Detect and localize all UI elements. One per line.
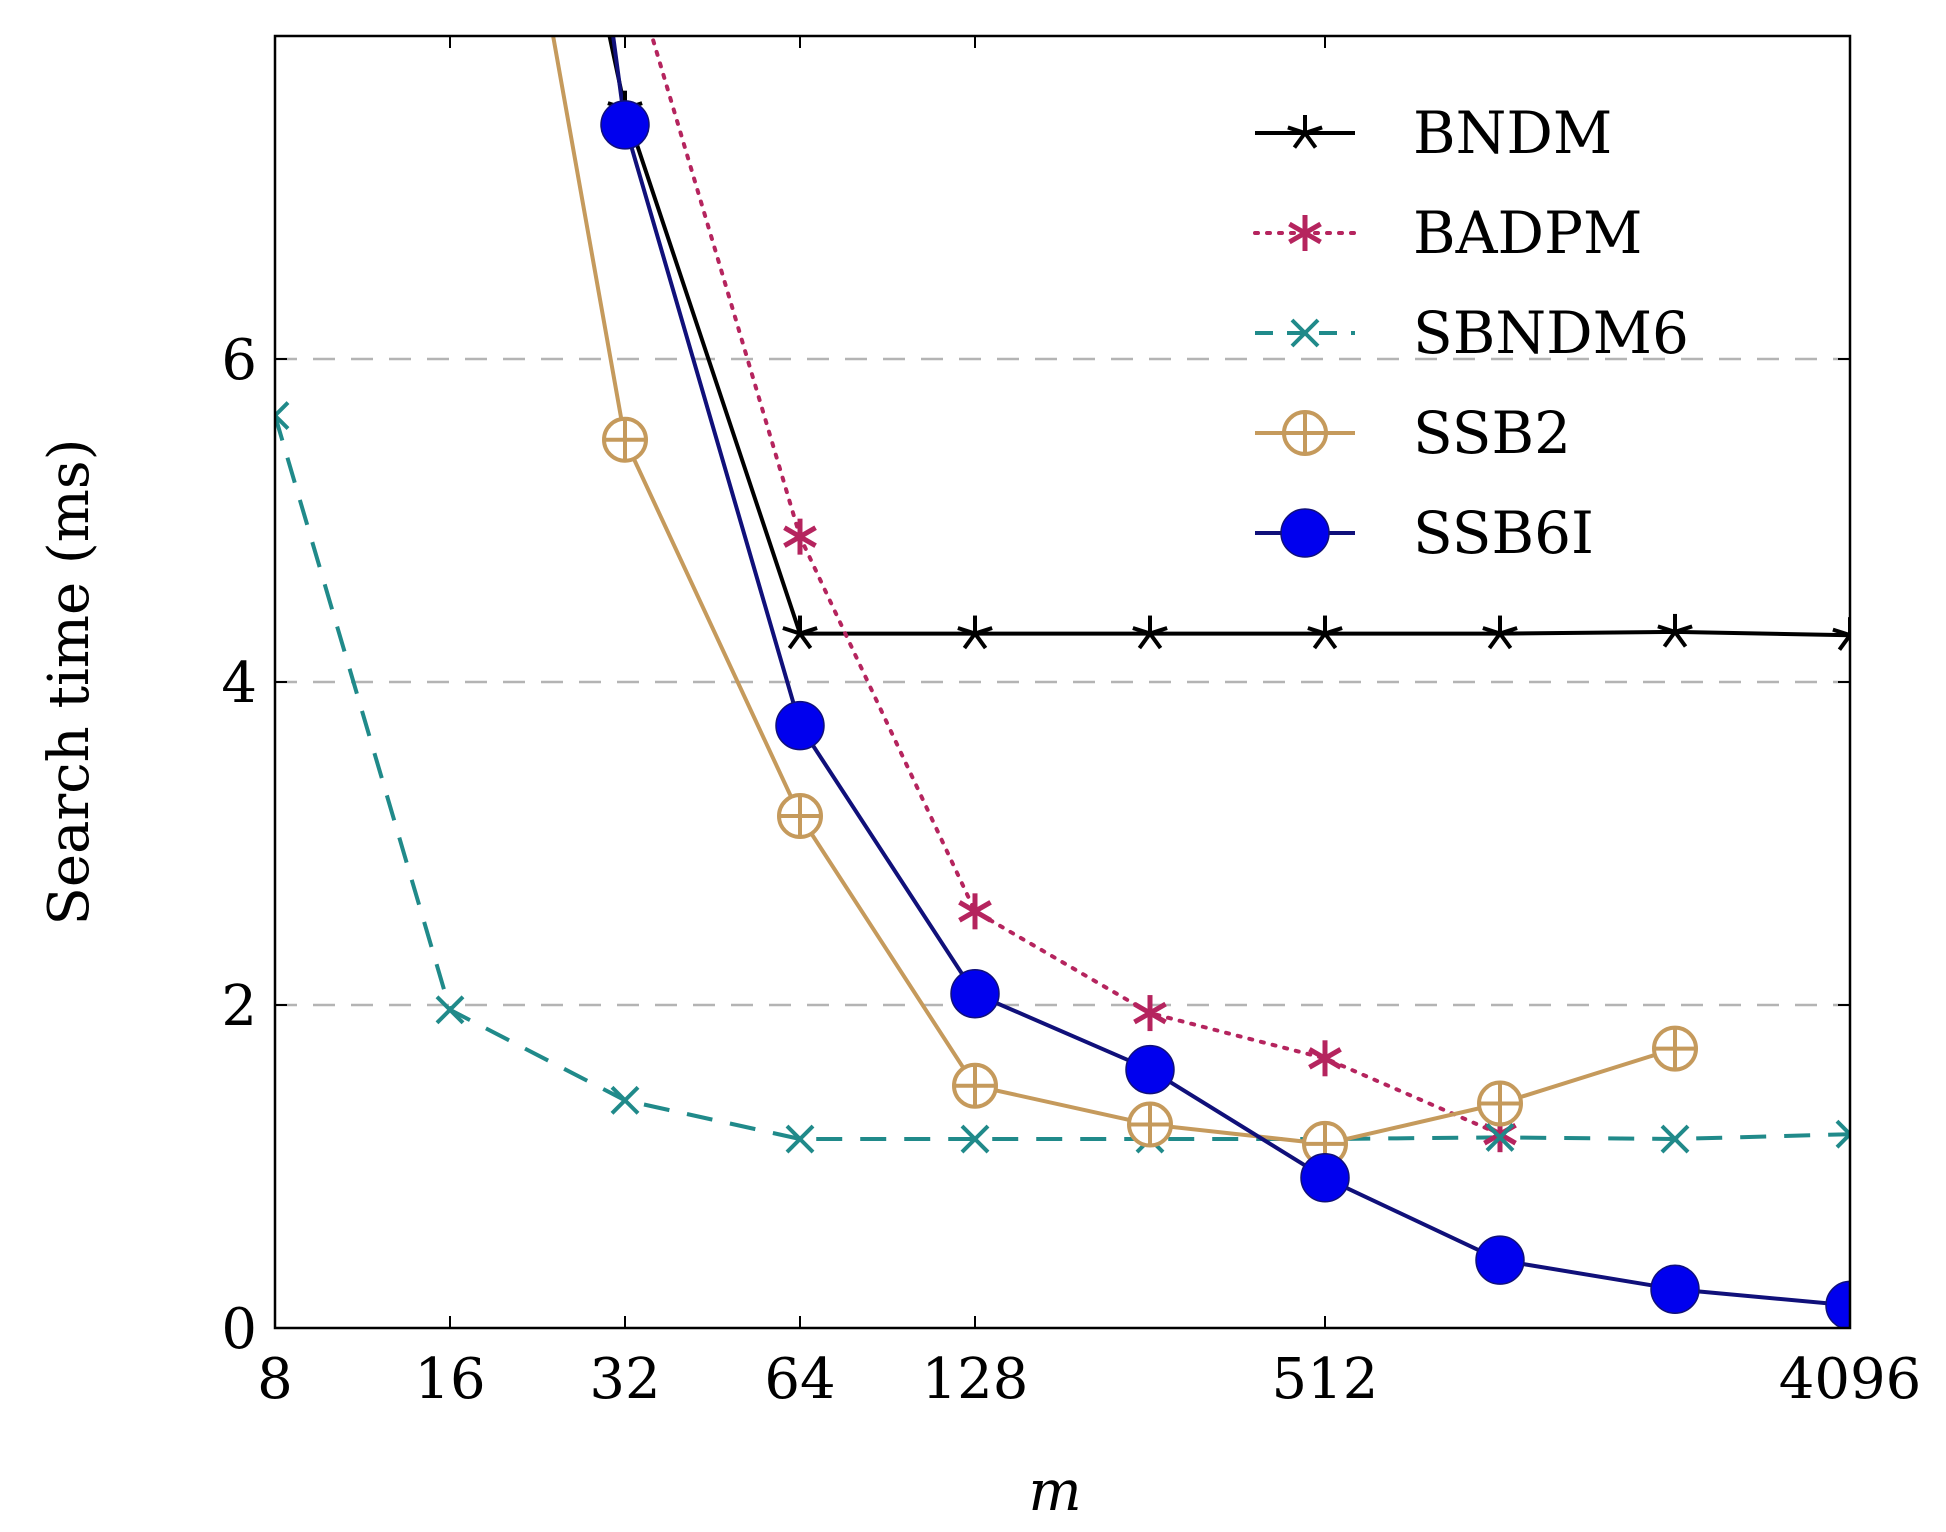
point-ssb2-128: [952, 1062, 998, 1109]
y-tick-label: 4: [221, 651, 257, 716]
y-tick-label: 0: [221, 1297, 257, 1362]
point-sbndm6-64: [785, 1124, 815, 1154]
x-tick-label: 128: [922, 1347, 1029, 1412]
point-ssb2-1024: [1477, 1080, 1523, 1127]
x-tick-label: 512: [1272, 1347, 1379, 1412]
series-line-ssb2: [551, 36, 1676, 1146]
point-ssb6i-64: [775, 700, 825, 751]
point-sbndm6-32: [610, 1085, 640, 1115]
legend-label: SBNDM6: [1413, 299, 1689, 367]
point-sbndm6-8: [275, 401, 290, 430]
x-tick-label: 8: [257, 1347, 293, 1412]
y-axis-title: Search time (ms): [37, 439, 102, 926]
legend-label: SSB6I: [1413, 499, 1594, 567]
point-sbndm6-128: [960, 1124, 990, 1154]
legend-marker: [1287, 115, 1323, 149]
legend-item-badpm: BADPM: [1253, 199, 1642, 267]
series-line-sbndm6: [275, 414, 1850, 1141]
point-ssb2-32: [602, 416, 648, 463]
marker-layer: [275, 90, 1850, 1328]
x-tick-label: 64: [764, 1347, 835, 1412]
point-bndm-128: [957, 615, 993, 650]
grid: [275, 357, 1850, 1007]
point-bndm-256: [1132, 615, 1168, 650]
legend-label: BADPM: [1413, 199, 1642, 267]
legend-marker: [1290, 318, 1320, 348]
point-badpm-64: [783, 518, 817, 555]
legend-label: BNDM: [1413, 99, 1612, 167]
x-tick-label: 16: [414, 1347, 485, 1412]
legend-label: SSB2: [1413, 399, 1571, 467]
point-bndm-1024: [1482, 615, 1518, 650]
x-tick-label: 32: [589, 1347, 660, 1412]
point-bndm-512: [1307, 615, 1343, 650]
point-ssb6i-512: [1300, 1153, 1350, 1203]
point-ssb6i-1024: [1475, 1235, 1525, 1285]
point-ssb2-2048: [1652, 1025, 1698, 1072]
point-ssb6i-2048: [1650, 1264, 1700, 1314]
point-ssb6i-256: [1125, 1044, 1175, 1095]
point-badpm-128: [958, 893, 992, 930]
point-bndm-4096: [1832, 617, 1850, 651]
point-sbndm6-2048: [1660, 1124, 1690, 1154]
point-ssb6i-32: [600, 100, 650, 150]
point-ssb2-64: [777, 793, 823, 840]
legend-item-sbndm6: SBNDM6: [1255, 299, 1689, 367]
point-sbndm6-4096: [1835, 1119, 1850, 1149]
point-sbndm6-16: [435, 995, 465, 1025]
point-bndm-64: [782, 615, 818, 650]
ticks: 8 16 32 64 128 512 4096 0 2 4 6: [221, 36, 1921, 1412]
point-ssb6i-4096: [1825, 1280, 1850, 1328]
legend-marker: [1280, 508, 1330, 558]
legend-marker: [1288, 215, 1322, 251]
point-ssb6i-128: [950, 968, 1000, 1019]
point-sbndm6-1024: [1485, 1123, 1515, 1152]
legend: BNDM BADPM SBNDM6 SSB2 SSB6I: [1253, 99, 1689, 567]
point-badpm-256: [1133, 995, 1167, 1032]
legend-item-ssb2: SSB2: [1255, 399, 1571, 467]
y-tick-label: 2: [221, 974, 257, 1039]
legend-item-ssb6i: SSB6I: [1255, 499, 1594, 567]
series-line-badpm: [649, 36, 1502, 1137]
x-tick-label: 4096: [1779, 1347, 1922, 1412]
y-tick-label: 6: [221, 328, 257, 393]
series-layer: [275, 36, 1850, 1308]
series-line-ssb6i: [611, 36, 1850, 1308]
x-axis-title: m: [1028, 1459, 1081, 1524]
legend-item-bndm: BNDM: [1255, 99, 1612, 167]
legend-marker: [1282, 410, 1328, 456]
point-badpm-512: [1308, 1040, 1342, 1077]
point-ssb2-256: [1127, 1101, 1173, 1148]
point-bndm-2048: [1657, 613, 1693, 648]
